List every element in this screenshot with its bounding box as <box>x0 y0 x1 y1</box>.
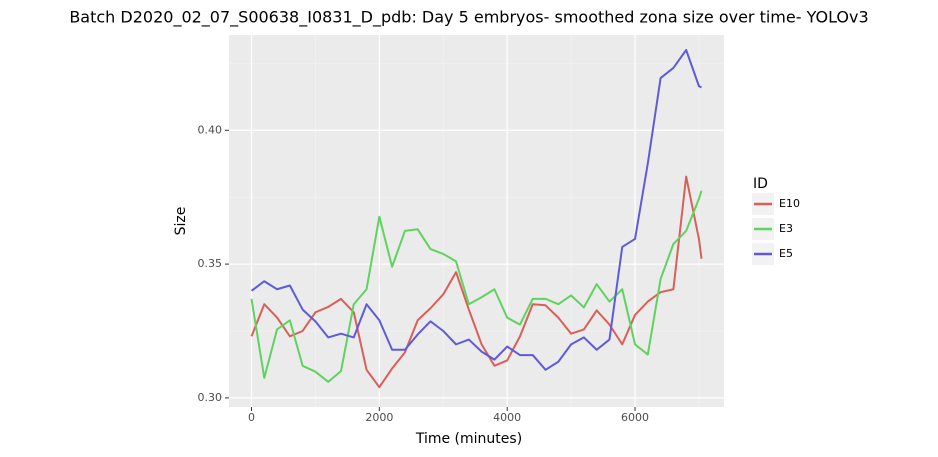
line <box>250 175 703 389</box>
line <box>250 48 702 371</box>
legend-label: E5 <box>779 247 793 260</box>
y-tick-label: 0.35 <box>198 257 223 270</box>
x-tick-label: 2000 <box>365 411 393 424</box>
y-axis-title: Size <box>173 207 189 236</box>
x-axis-title: Time (minutes) <box>415 431 522 447</box>
line <box>250 190 703 383</box>
y-tick-label: 0.30 <box>198 391 223 404</box>
chart-title: Batch D2020_02_07_S00638_I0831_D_pdb: Da… <box>69 8 868 28</box>
y-tick-label: 0.40 <box>198 123 223 136</box>
legend-title: ID <box>753 176 768 192</box>
plot-panel <box>229 35 724 407</box>
legend-label: E3 <box>779 222 793 235</box>
legend-label: E10 <box>779 197 800 210</box>
x-tick-label: 4000 <box>493 411 521 424</box>
x-tick-label: 6000 <box>621 411 649 424</box>
x-tick-label: 0 <box>248 411 255 424</box>
